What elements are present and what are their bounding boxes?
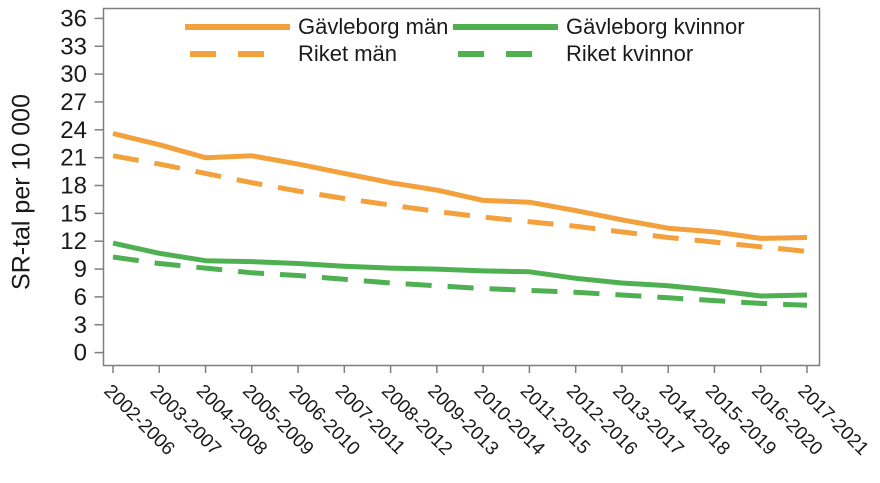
y-tick-label: 33 <box>60 33 87 60</box>
series-line-riket-kvinnor <box>112 254 808 308</box>
legend-item-gavleborg-man: Gävleborg män <box>185 13 453 40</box>
y-tick-label: 12 <box>60 228 87 255</box>
series-line-gavleborg-man <box>112 131 808 241</box>
legend-label: Gävleborg kvinnor <box>566 13 745 39</box>
legend-label: Gävleborg män <box>298 13 449 39</box>
y-tick-label: 15 <box>60 200 87 227</box>
legend: Gävleborg män Gävleborg kvinnor Riket mä… <box>185 13 745 67</box>
legend-item-riket-man: Riket män <box>185 40 453 67</box>
y-tick-label: 30 <box>60 61 87 88</box>
y-tick-label: 0 <box>74 340 87 367</box>
y-tick-label: 21 <box>60 145 87 172</box>
legend-swatch-slot <box>453 23 566 30</box>
y-tick-label: 36 <box>60 5 87 32</box>
legend-item-riket-kvinnor: Riket kvinnor <box>453 40 745 67</box>
series-line-riket-man <box>112 153 808 254</box>
legend-swatch-slot <box>453 50 566 57</box>
plot-frame <box>102 7 821 367</box>
legend-label: Riket kvinnor <box>566 40 694 66</box>
y-tick-label: 27 <box>60 89 87 116</box>
legend-swatch-dashed-orange-icon <box>190 50 264 57</box>
legend-swatch-slot <box>185 50 298 57</box>
legend-swatch-solid-orange-icon <box>185 23 290 30</box>
legend-swatch-dashed-green-icon <box>458 50 532 57</box>
legend-item-gavleborg-kvinnor: Gävleborg kvinnor <box>453 13 745 40</box>
series-line-gavleborg-kvinnor <box>112 240 808 299</box>
y-tick-label: 6 <box>74 284 87 311</box>
legend-swatch-slot <box>185 23 298 30</box>
y-tick-label: 9 <box>74 256 87 283</box>
legend-swatch-solid-green-icon <box>453 23 558 30</box>
legend-label: Riket män <box>298 40 398 66</box>
y-tick-label: 3 <box>74 312 87 339</box>
y-tick-label: 24 <box>60 117 87 144</box>
y-tick-label: 18 <box>60 173 87 200</box>
